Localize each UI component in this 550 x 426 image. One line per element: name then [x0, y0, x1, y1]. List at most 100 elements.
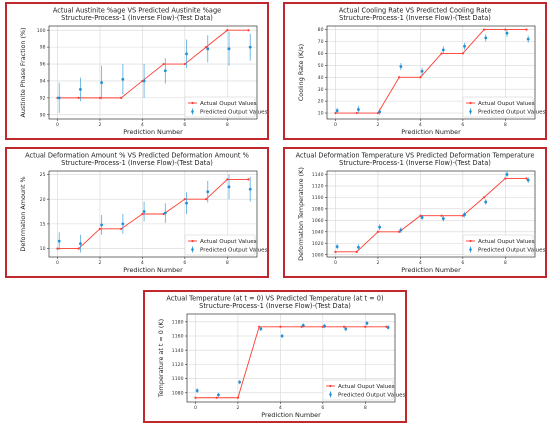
chart-svg: Actual Temperature (at t = 0) VS Predict…	[157, 295, 405, 420]
series-predicted-output-values	[335, 29, 530, 115]
series-actual-ouput-values	[334, 28, 528, 115]
predicted-point	[335, 245, 339, 249]
y-tick-label: 1120	[312, 184, 324, 190]
series-actual-ouput-values	[56, 178, 250, 250]
x-tick-label: 4	[419, 260, 422, 266]
predicted-point	[441, 217, 445, 220]
actual-point	[419, 76, 422, 79]
predicted-point	[57, 239, 61, 243]
actual-point	[525, 177, 528, 180]
predicted-point	[399, 228, 403, 232]
actual-point	[183, 62, 186, 66]
x-tick-label: 2	[376, 260, 379, 266]
y-tick-label: 1140	[172, 348, 184, 354]
predicted-point	[79, 242, 82, 246]
legend-actual-marker	[469, 101, 472, 105]
chart-panel-austinite: Actual Austinite %age VS Predicted Austi…	[5, 2, 269, 140]
actual-point	[355, 111, 358, 115]
y-axis-label: Temperature at t = 0 (K)	[157, 319, 165, 398]
y-axis-label: Deformation Amount %	[19, 176, 27, 251]
predicted-point	[185, 201, 188, 205]
legend-box	[322, 379, 394, 401]
actual-point	[98, 227, 102, 230]
actual-point	[247, 29, 250, 32]
x-axis-label: Prediction Number	[261, 411, 321, 419]
legend-box	[184, 234, 256, 256]
y-tick-label: 94	[40, 79, 46, 85]
actual-point	[215, 396, 218, 399]
y-tick-label: 10	[40, 246, 46, 252]
predicted-point	[378, 225, 382, 229]
actual-point	[482, 28, 486, 31]
predicted-point	[463, 44, 466, 48]
x-tick-label: 8	[504, 260, 507, 266]
predicted-point	[505, 31, 509, 35]
legend: Actual Ouput Values Predicted Output Valu…	[184, 96, 267, 118]
legend-predicted-marker	[469, 248, 472, 251]
x-tick-label: 4	[419, 122, 422, 128]
chart-subtitle: Structure-Process-1 (Inverse Flow)-(Test…	[61, 159, 213, 167]
series-predicted-output-values	[335, 171, 530, 251]
y-tick-label: 1020	[312, 241, 324, 247]
x-tick-label: 4	[141, 260, 144, 266]
y-tick-label: 20	[318, 99, 324, 105]
legend-predicted-label: Predicted Output Values	[200, 248, 267, 254]
actual-point	[120, 227, 123, 230]
actual-point	[183, 198, 186, 201]
actual-point	[504, 28, 507, 31]
x-tick-label: 4	[279, 405, 282, 411]
legend-box	[462, 96, 534, 118]
actual-point	[398, 230, 401, 233]
legend-predicted-marker	[191, 110, 194, 113]
actual-line	[335, 178, 527, 253]
legend-predicted-marker	[469, 110, 472, 113]
y-tick-label: 15	[40, 221, 46, 227]
x-tick-label: 6	[461, 260, 464, 266]
legend-predicted-label: Predicted Output Values	[338, 393, 405, 399]
chart-title: Actual Cooling Rate VS Predicted Cooling…	[339, 7, 492, 15]
predicted-point	[206, 47, 210, 51]
actual-point	[482, 196, 486, 199]
y-tick-label: 1180	[172, 319, 184, 325]
legend-predicted-label: Predicted Output Values	[478, 110, 545, 116]
legend-predicted-marker	[191, 248, 194, 251]
predicted-point	[217, 393, 220, 397]
chart-svg: Actual Deformation Amount % VS Predicted…	[19, 152, 267, 275]
y-tick-label: 1100	[172, 376, 184, 382]
legend-actual-label: Actual Ouput Values	[478, 239, 535, 245]
legend-predicted-label: Predicted Output Values	[478, 248, 545, 254]
x-tick-label: 8	[364, 405, 367, 411]
chart-title: Actual Austinite %age VS Predicted Austi…	[53, 7, 221, 15]
plot-area	[48, 170, 258, 258]
predicted-point	[79, 88, 82, 91]
y-tick-label: 10	[318, 111, 324, 117]
plot-area	[48, 25, 258, 120]
legend: Actual Ouput Values Predicted Output Valu…	[462, 96, 545, 118]
actual-point	[162, 62, 165, 66]
chart-title: Actual Temperature (at t = 0) VS Predict…	[166, 295, 383, 303]
plot-area	[186, 313, 396, 403]
legend-actual-marker	[329, 384, 332, 388]
y-axis-label: Austinite Phase Fraction (%)	[19, 27, 27, 117]
predicted-point	[526, 37, 530, 41]
chart-panel-temperature-t0: Actual Temperature (at t = 0) VS Predict…	[143, 290, 407, 423]
predicted-point	[280, 334, 284, 338]
legend-predicted-label: Predicted Output Values	[200, 110, 267, 116]
predicted-point	[259, 327, 263, 331]
plot-area	[326, 170, 536, 258]
series-predicted-output-values	[195, 321, 390, 398]
y-tick-label: 30	[318, 87, 324, 93]
predicted-point	[142, 79, 146, 83]
actual-point	[141, 212, 144, 216]
x-axis-label: Prediction Number	[123, 128, 183, 136]
predicted-point	[206, 190, 210, 194]
chart-title: Actual Deformation Amount % VS Predicted…	[25, 152, 249, 160]
x-tick-label: 2	[98, 260, 101, 266]
actual-point	[194, 396, 197, 399]
predicted-point	[121, 222, 125, 226]
chart-svg: Actual Deformation Temperature VS Predic…	[296, 152, 545, 275]
legend-actual-marker	[469, 239, 472, 243]
y-tick-label: 1040	[312, 229, 324, 235]
x-tick-label: 2	[98, 122, 101, 128]
actual-point	[247, 178, 250, 181]
